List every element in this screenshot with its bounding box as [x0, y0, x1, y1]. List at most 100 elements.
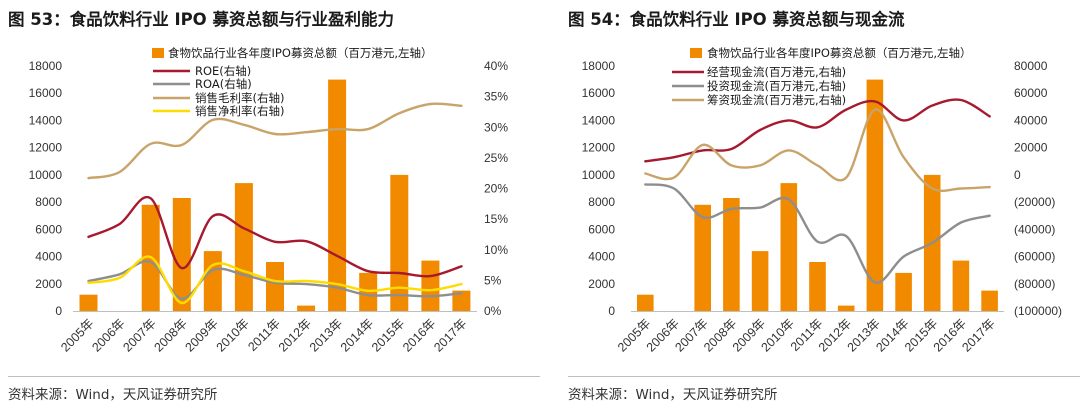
bar-series: [637, 79, 998, 311]
legend-item: 经营现金流(百万港元,右轴): [672, 65, 846, 79]
figure-title: 图 53：食品饮料行业 IPO 募资总额与行业盈利能力: [8, 9, 394, 29]
chart-ipo-vs-cashflow: 0 2000 4000 6000 8000 10000 12000 14000 16000 180…: [582, 46, 1062, 355]
legend-label: 销售毛利率(右轴): [195, 91, 284, 105]
y-right-tick-label: 10%: [484, 243, 508, 257]
line-series-2: [644, 183, 991, 284]
x-tick-label: 2007年: [120, 316, 158, 354]
y-axis-left: 0 2000 4000 6000 8000 10000 12000 14000 16000 180…: [29, 59, 63, 318]
y-left-tick-label: 6000: [588, 222, 615, 236]
legend-swatch-bar: [152, 48, 164, 58]
ipo-amount-bar: [421, 260, 440, 311]
x-tick-label: 2016年: [400, 316, 438, 354]
y-left-tick-label: 4000: [588, 250, 615, 264]
ipo-amount-bar: [837, 305, 855, 311]
y-right-tick-label: 5%: [484, 273, 502, 287]
legend-label: 投资现金流(百万港元,右轴): [707, 79, 846, 93]
x-tick-label: 2010年: [759, 316, 797, 354]
line-series-3: [87, 102, 463, 180]
ipo-amount-bar: [637, 294, 654, 311]
legend-swatch-bar: [690, 48, 702, 58]
x-tick-label: 2013年: [307, 316, 345, 354]
y-left-tick-label: 8000: [588, 195, 615, 209]
y-right-tick-label: 25%: [484, 151, 508, 165]
x-tick-label: 2012年: [276, 316, 314, 354]
legend-item: 食物饮品行业各年度IPO募资总额（百万港元,左轴）: [152, 46, 433, 60]
y-right-tick-label: 0: [1014, 168, 1021, 182]
y-right-tick-label: 60000: [1014, 86, 1048, 100]
y-right-tick-label: 30%: [484, 120, 508, 134]
legend-item: 食物饮品行业各年度IPO募资总额（百万港元,左轴）: [690, 46, 972, 60]
figure-title: 图 54：食品饮料行业 IPO 募资总额与现金流: [568, 9, 905, 29]
ipo-amount-bar: [866, 79, 884, 311]
x-tick-label: 2015年: [369, 316, 407, 354]
y-right-tick-label: 15%: [484, 212, 508, 226]
ipo-amount-bar: [895, 272, 912, 311]
y-right-tick-label: 40000: [1014, 113, 1048, 127]
y-right-tick-label: 20%: [484, 182, 508, 196]
ipo-amount-bar: [981, 290, 998, 311]
x-tick-label: 2008年: [152, 316, 190, 354]
y-left-tick-label: 2000: [35, 277, 62, 291]
line-series-group: [87, 102, 463, 305]
x-tick-label: 2011年: [245, 316, 283, 354]
line-series-4: [87, 255, 463, 305]
line-series-2: [87, 260, 463, 300]
y-right-tick-label: 0%: [484, 304, 502, 318]
figure-54-panel: 图 54：食品饮料行业 IPO 募资总额与现金流 0 2000 4000 6000 80…: [568, 9, 1080, 403]
legend-label: 筹资现金流(百万港元,右轴): [707, 93, 846, 107]
chart-ipo-vs-profitability: 0 2000 4000 6000 8000 10000 12000 14000 16000 180…: [29, 46, 509, 355]
legend-item: ROE(右轴): [153, 64, 251, 78]
y-left-tick-label: 14000: [582, 113, 616, 127]
y-right-tick-label: 20000: [1014, 141, 1048, 155]
ipo-amount-bar: [297, 305, 316, 311]
legend-label: 食物饮品行业各年度IPO募资总额（百万港元,左轴）: [168, 46, 433, 60]
y-left-tick-label: 4000: [35, 250, 62, 264]
legend-label: 经营现金流(百万港元,右轴): [707, 65, 846, 79]
y-left-tick-label: 18000: [582, 59, 616, 73]
x-axis: 2005年2006年2007年2008年2009年2010年2011年2012年…: [615, 311, 1004, 355]
x-tick-label: 2014年: [338, 316, 376, 354]
y-left-tick-label: 0: [55, 304, 62, 318]
y-axis-left: 0 2000 4000 6000 8000 10000 12000 14000 16000 180…: [582, 59, 616, 318]
figure-source: 资料来源：Wind，天风证券研究所: [568, 387, 777, 403]
ipo-amount-bar: [234, 183, 253, 311]
x-tick-label: 2010年: [214, 316, 252, 354]
ipo-amount-bar: [203, 251, 222, 311]
figure-53-panel: 图 53：食品饮料行业 IPO 募资总额与行业盈利能力 0 2000 4000 600…: [8, 9, 540, 403]
ipo-amount-bar: [79, 294, 98, 311]
y-right-tick-label: (40000): [1014, 222, 1055, 236]
x-tick-label: 2009年: [183, 316, 221, 354]
line-series-1: [644, 98, 991, 163]
ipo-amount-bar: [780, 183, 798, 311]
y-right-tick-label: (60000): [1014, 250, 1055, 264]
ipo-amount-bar: [172, 198, 191, 311]
y-left-tick-label: 2000: [588, 277, 615, 291]
ipo-amount-bar: [809, 262, 826, 311]
ipo-amount-bar: [694, 204, 711, 311]
legend-item: 投资现金流(百万港元,右轴): [672, 79, 846, 93]
y-left-tick-label: 10000: [29, 168, 63, 182]
y-left-tick-label: 14000: [29, 113, 63, 127]
ipo-amount-bar: [266, 262, 284, 311]
ipo-amount-bar: [328, 79, 347, 311]
y-right-tick-label: 35%: [484, 90, 508, 104]
y-left-tick-label: 16000: [29, 86, 63, 100]
y-left-tick-label: 0: [608, 304, 615, 318]
legend-label: ROA(右轴): [195, 77, 252, 91]
figure-source: 资料来源：Wind，天风证券研究所: [8, 387, 217, 403]
y-right-tick-label: 80000: [1014, 59, 1048, 73]
y-axis-right: 0% 5% 10% 15% 20% 25% 30% 35% 40%: [484, 59, 508, 318]
y-left-tick-label: 6000: [35, 222, 62, 236]
ipo-amount-bar: [723, 198, 740, 311]
legend: 食物饮品行业各年度IPO募资总额（百万港元,左轴） 经营现金流(百万港元,右轴)投…: [672, 46, 972, 107]
legend-item: 销售毛利率(右轴): [153, 91, 284, 105]
legend: 食物饮品行业各年度IPO募资总额（百万港元,左轴） ROE(右轴)ROA(右轴)销…: [152, 46, 433, 118]
legend-item: 筹资现金流(百万港元,右轴): [672, 93, 846, 107]
y-axis-right: (100000) (80000) (60000) (40000) (20000) 0 200…: [1014, 59, 1062, 318]
line-series-1: [87, 195, 463, 278]
x-tick-label: 2005年: [58, 316, 96, 354]
ipo-amount-bar: [952, 260, 970, 311]
y-left-tick-label: 12000: [582, 141, 616, 155]
line-series-group: [644, 98, 991, 284]
